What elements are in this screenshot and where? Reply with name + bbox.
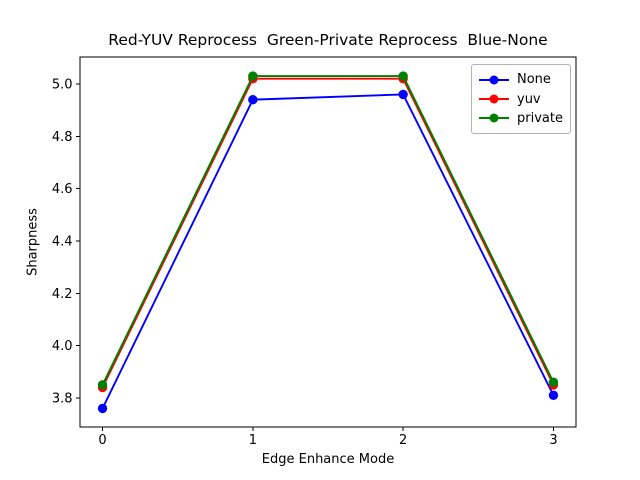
x-tick-label: 1 (249, 433, 257, 448)
y-axis-label: Sharpness (25, 208, 41, 276)
legend-item-private: private (478, 112, 568, 125)
y-tick-label: 4.8 (52, 130, 73, 145)
y-tick-label: 4.6 (52, 182, 73, 197)
y-tick-label: 4.0 (52, 339, 73, 354)
x-tick-label: 0 (98, 433, 106, 448)
series-marker-None (248, 94, 258, 105)
legend-item-none: None (478, 73, 568, 86)
y-tick-label: 4.4 (52, 234, 73, 249)
series-marker-private (398, 71, 408, 81)
legend-item-yuv: yuv (478, 93, 568, 106)
x-tick-label: 2 (399, 433, 407, 448)
legend-label-none: None (517, 72, 551, 88)
x-tick-label: 3 (549, 433, 557, 448)
legend-label-private: private (517, 110, 563, 126)
series-marker-None (97, 403, 108, 414)
legend: None yuv private (471, 64, 571, 134)
series-marker-None (398, 89, 408, 100)
series-marker-private (548, 377, 559, 387)
chart-title: Red-YUV Reprocess Green-Private Reproces… (108, 31, 548, 49)
x-axis-label: Edge Enhance Mode (261, 452, 395, 467)
y-tick-label: 5.0 (52, 77, 73, 92)
legend-label-yuv: yuv (517, 91, 541, 107)
legend-line-icon (479, 94, 509, 104)
y-tick-label: 3.8 (52, 391, 73, 406)
series-line-private (101, 75, 555, 386)
series-line-None (101, 93, 555, 409)
legend-line-icon (479, 75, 509, 85)
y-tick-label: 4.2 (52, 287, 73, 302)
legend-line-icon (479, 113, 509, 123)
series-line-yuv (101, 77, 555, 388)
series-marker-private (97, 380, 108, 390)
series-marker-None (548, 390, 559, 401)
series-marker-private (248, 71, 258, 81)
axes-frame (79, 56, 577, 428)
